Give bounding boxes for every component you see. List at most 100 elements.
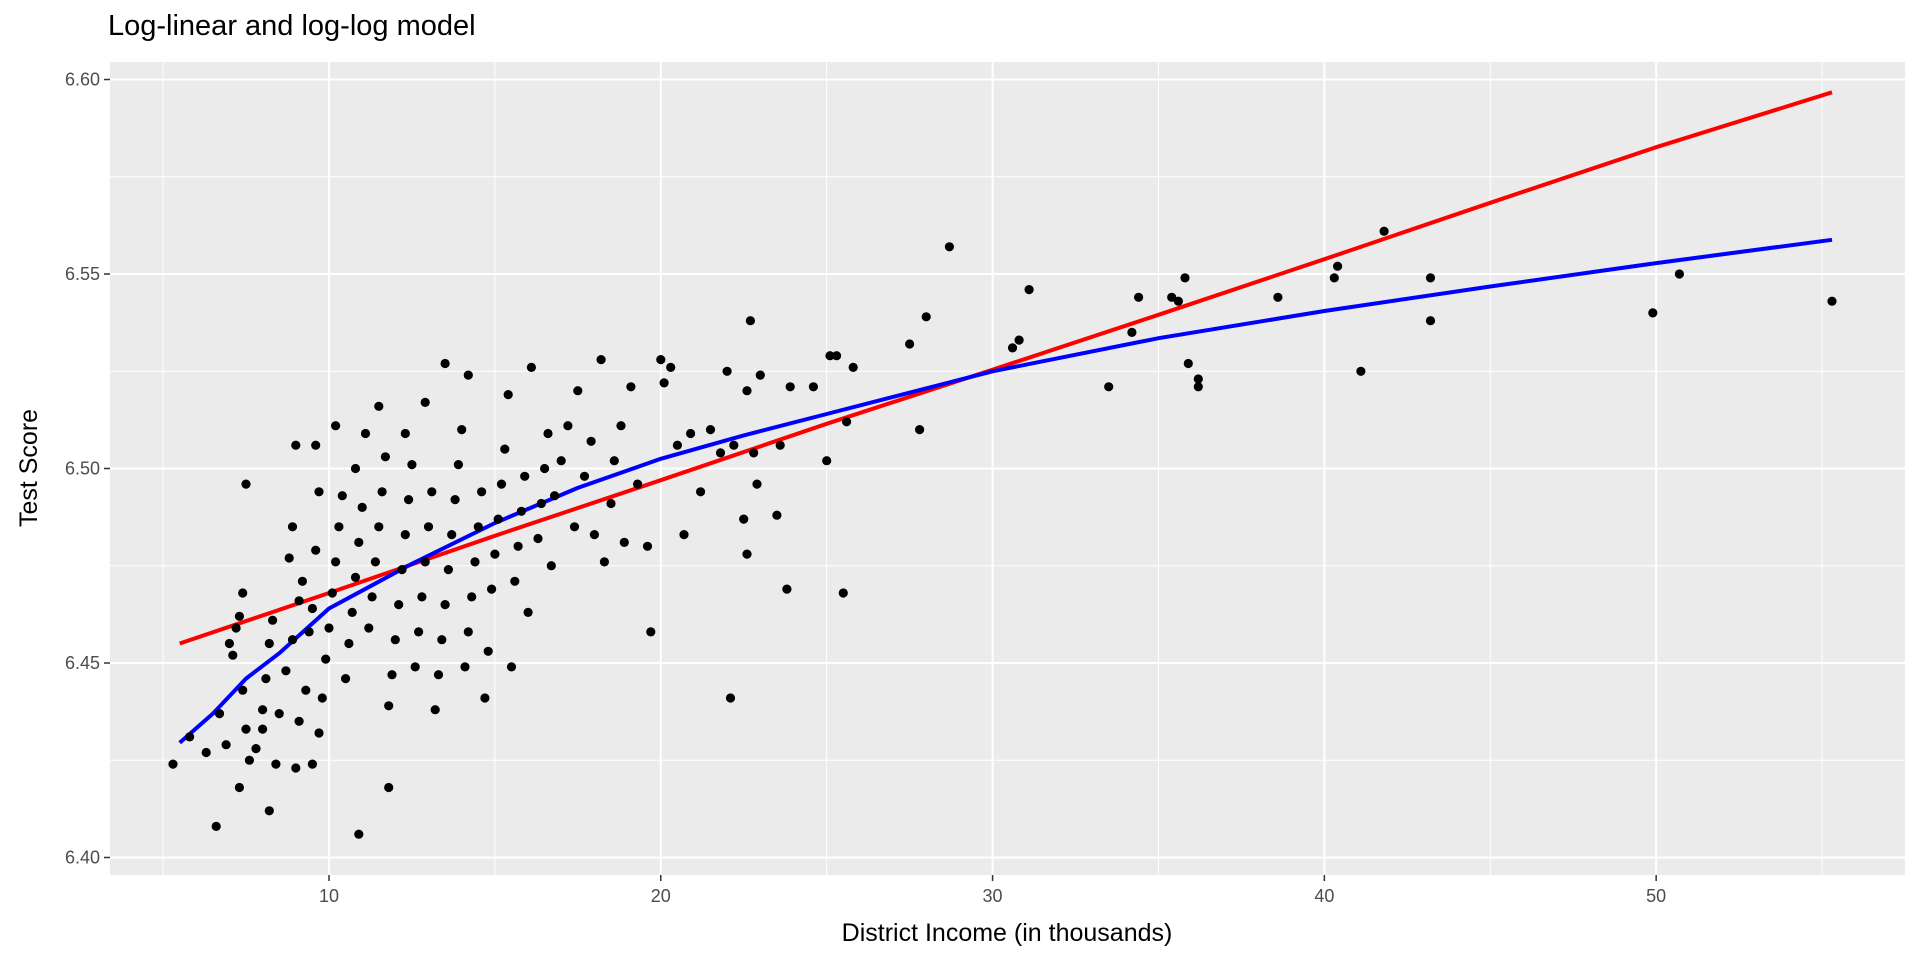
data-point <box>1333 261 1343 271</box>
x-axis-title: District Income (in thousands) <box>842 919 1173 947</box>
data-point <box>686 428 696 439</box>
chart-title: Log-linear and log-log model <box>108 10 476 42</box>
data-point <box>314 728 324 738</box>
data-point <box>400 428 410 439</box>
data-point <box>400 530 410 540</box>
data-point <box>321 654 331 664</box>
data-point <box>221 740 231 750</box>
data-point <box>294 716 304 726</box>
data-point <box>447 530 457 540</box>
data-point <box>440 600 450 610</box>
data-point <box>360 428 371 439</box>
data-point <box>420 557 430 567</box>
data-point <box>666 362 676 372</box>
data-point <box>596 355 606 365</box>
data-point <box>487 584 497 594</box>
data-point <box>1674 269 1684 279</box>
data-point <box>1329 273 1339 283</box>
data-points <box>168 226 1837 839</box>
data-point <box>291 763 301 773</box>
data-point <box>516 506 527 516</box>
data-point <box>506 662 517 672</box>
data-point <box>1134 292 1144 302</box>
data-point <box>1183 358 1193 369</box>
data-point <box>739 514 749 524</box>
data-point <box>579 471 590 481</box>
data-point <box>745 316 756 326</box>
data-point <box>483 646 493 656</box>
data-point <box>234 782 244 793</box>
data-point <box>1104 382 1114 392</box>
data-point <box>211 821 221 832</box>
data-point <box>453 460 463 470</box>
data-point <box>463 370 473 380</box>
data-point <box>842 417 852 427</box>
data-point <box>520 471 530 481</box>
data-point <box>586 436 596 446</box>
data-point <box>244 755 254 765</box>
data-point <box>619 537 629 548</box>
data-point <box>185 732 195 742</box>
data-point <box>311 545 321 555</box>
log-log-fit-line <box>178 237 1833 745</box>
data-point <box>832 351 842 361</box>
data-point <box>1024 285 1034 295</box>
x-tick-label: 40 <box>1314 886 1334 906</box>
data-point <box>344 638 354 649</box>
data-point <box>848 362 858 372</box>
data-point <box>354 537 364 548</box>
x-tick-label: 50 <box>1646 886 1666 906</box>
fit-lines <box>178 90 1833 745</box>
data-point <box>423 522 434 532</box>
data-point <box>510 576 520 586</box>
major-grid <box>110 62 1905 875</box>
data-point <box>782 584 792 594</box>
data-point <box>238 685 248 695</box>
data-point <box>364 623 374 633</box>
data-point <box>470 557 480 567</box>
data-point <box>284 553 294 563</box>
data-point <box>742 549 752 559</box>
data-point <box>297 576 307 586</box>
x-axis: 10 20 30 40 50 <box>319 875 1666 906</box>
y-tick-label: 6.55 <box>65 264 100 284</box>
data-point <box>589 530 600 540</box>
data-point <box>334 522 344 532</box>
data-point <box>417 592 427 602</box>
data-point <box>822 456 832 466</box>
data-point <box>168 759 178 769</box>
data-point <box>569 522 580 532</box>
data-point <box>317 693 327 703</box>
data-point <box>311 440 321 450</box>
data-point <box>921 312 931 322</box>
data-point <box>633 479 643 489</box>
data-point <box>314 487 324 497</box>
y-axis: 6.40 6.45 6.50 6.55 6.60 <box>65 70 110 867</box>
data-point <box>367 592 377 602</box>
data-point <box>231 623 241 633</box>
data-point <box>722 366 732 376</box>
data-point <box>258 724 268 734</box>
data-point <box>271 759 281 769</box>
data-point <box>433 670 444 680</box>
data-point <box>463 627 473 637</box>
y-tick-label: 6.50 <box>65 459 100 479</box>
data-point <box>281 666 291 676</box>
data-point <box>327 588 337 598</box>
data-point <box>825 351 835 361</box>
data-point <box>457 425 467 435</box>
data-point <box>238 588 248 598</box>
data-point <box>287 522 298 532</box>
data-point <box>915 425 925 435</box>
data-point <box>785 382 795 392</box>
data-point <box>546 561 556 571</box>
data-point <box>1356 366 1366 376</box>
data-point <box>905 339 915 349</box>
data-point <box>201 747 211 758</box>
data-point <box>599 557 610 567</box>
data-point <box>563 421 573 431</box>
data-point <box>294 596 304 606</box>
data-point <box>679 530 689 540</box>
data-point <box>540 463 550 474</box>
data-point <box>394 600 404 610</box>
